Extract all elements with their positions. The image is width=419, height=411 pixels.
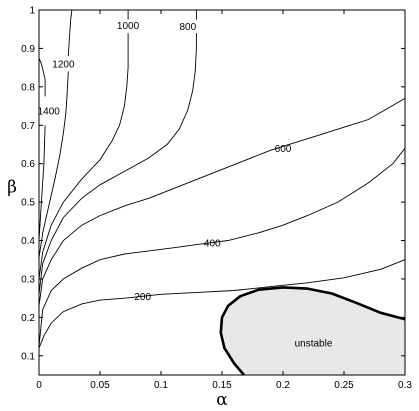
contour-line-1000 — [38, 33, 129, 279]
contour-line — [67, 9, 73, 57]
contour-label-600: 600 — [275, 144, 292, 155]
contour-label-1000: 1000 — [117, 21, 140, 32]
axis-ticks: 0 0.05 0.1 0.15 0.2 0.25 0.3 0.1 0.2 0.3 0.4 0.5 0.6… — [21, 6, 412, 392]
x-tick-label: 0.25 — [334, 380, 354, 391]
x-axis-title: α — [216, 390, 228, 410]
contour-line — [38, 250, 149, 347]
contour-label-400: 400 — [204, 238, 221, 249]
x-tick-label: 0.1 — [154, 380, 168, 391]
contour-line — [38, 159, 247, 306]
contour-label-800: 800 — [179, 22, 196, 33]
contour-line-1400 — [38, 125, 46, 241]
y-tick-label: 0.3 — [21, 274, 35, 285]
y-tick-label: 0.5 — [21, 198, 35, 209]
contour-labels: 200 400 600 800 1000 1200 1400 unstable — [38, 21, 333, 350]
y-tick-label: 0.8 — [21, 82, 35, 93]
contour-line — [38, 57, 46, 97]
contour-label-1400: 1400 — [38, 107, 61, 118]
y-tick-label: 0.7 — [21, 121, 35, 132]
unstable-region-boundary — [219, 286, 406, 376]
contour-label-1200: 1200 — [52, 59, 75, 70]
contour-line-1200 — [38, 71, 69, 258]
y-tick-label: 1 — [29, 6, 35, 17]
contour-line-800 — [38, 33, 197, 295]
y-tick-label: 0.4 — [21, 236, 35, 247]
y-tick-label: 0.9 — [21, 44, 35, 55]
contour-line-600 — [246, 98, 406, 161]
y-axis-title: β — [7, 178, 17, 198]
contour-label-200: 200 — [134, 292, 151, 303]
y-tick-label: 0.1 — [21, 351, 35, 362]
x-tick-label: 0.2 — [276, 380, 290, 391]
contour-line-200 — [38, 259, 406, 349]
unstable-region-fill — [220, 287, 405, 375]
y-tick-label: 0.6 — [21, 159, 35, 170]
contour-line-400 — [148, 148, 406, 252]
unstable-region-label: unstable — [295, 339, 333, 350]
unstable-region-layer — [219, 286, 406, 376]
contour-lines — [38, 9, 406, 349]
x-tick-label: 0 — [36, 380, 42, 391]
x-tick-label: 0.05 — [90, 380, 110, 391]
y-tick-label: 0.2 — [21, 313, 35, 324]
x-tick-label: 0.3 — [398, 380, 412, 391]
x-tick-label: 0.15 — [212, 380, 232, 391]
